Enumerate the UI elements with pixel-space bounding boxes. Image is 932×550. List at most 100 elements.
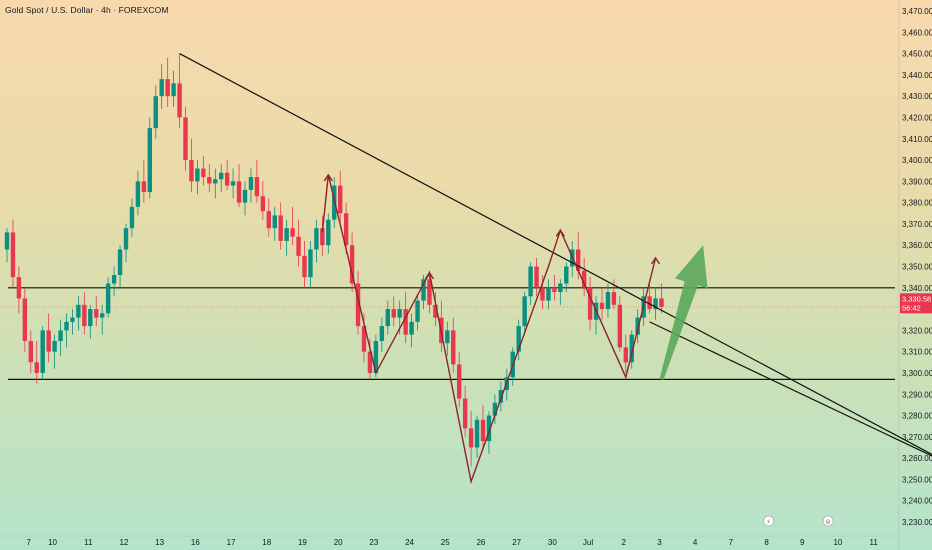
candle-body [421,279,426,301]
candle-body [468,428,474,448]
x-tick-label: 7 [729,538,734,547]
y-tick-label: 3,420.00 [902,113,932,122]
x-tick-label: 11 [84,538,93,547]
candle-body [82,304,87,327]
y-tick-label: 3,340.00 [902,284,932,293]
candle-body [16,277,22,299]
candle-body [111,275,117,284]
zigzag-arrowhead [555,229,565,237]
candle-body [320,228,325,246]
candle-body [135,181,141,207]
x-tick-label: 9 [800,538,805,547]
candle-body [76,304,81,318]
bullish-arrow [659,245,708,380]
candle-body [409,321,414,335]
x-tick-label: 3 [657,538,662,547]
candle-body [480,419,486,442]
candle-body [278,215,283,241]
candle-body [105,283,111,314]
x-tick-label: 7 [27,538,32,547]
candle-body [4,232,10,250]
flag-event-icon[interactable] [822,515,834,527]
candle-body [236,181,242,203]
candle-body [576,249,581,271]
candle-body [46,330,51,352]
candle-body [201,168,206,178]
candle-body [290,228,295,237]
candle-body [659,298,664,307]
y-tick-label: 3,280.00 [902,412,932,421]
candle-body [189,160,194,182]
candle-body [58,330,63,342]
candle-body [314,228,319,250]
candle-body [486,415,492,442]
candle-body [242,189,248,203]
candle-body [528,266,533,297]
candle-body [183,117,188,161]
candle-body [266,211,271,229]
candle-body [498,389,504,403]
candle-body [88,309,93,327]
candle-body [326,219,331,246]
zigzag-arrowhead [323,173,333,182]
x-tick-label: Jul [583,538,593,547]
x-tick-label: 24 [405,538,414,547]
x-tick-label: 10 [48,538,57,547]
candle-body [129,206,135,229]
candle-body [391,309,396,318]
candle-body [94,309,99,318]
candle-body [581,270,587,288]
y-tick-label: 3,300.00 [902,369,932,378]
x-tick-label: 13 [155,538,164,547]
x-tick-label: 23 [369,538,378,547]
candle-body [10,232,16,278]
candle-body [224,172,230,186]
candle-body [403,309,408,335]
candle-body [64,321,69,331]
x-tick-label: 26 [476,538,485,547]
y-tick-label: 3,460.00 [902,28,932,37]
candle-body [635,317,640,335]
y-tick-label: 3,270.00 [902,433,932,442]
candle-body [355,283,361,327]
candle-body [611,292,617,305]
candle-body [147,128,152,192]
candle-body [40,330,45,373]
x-tick-label: 17 [227,538,236,547]
candle-body [117,249,123,276]
candle-body [123,228,129,250]
y-tick-label: 3,430.00 [902,92,932,101]
candle-body [308,249,313,278]
candle-body [617,304,623,348]
candle-body [558,283,563,293]
x-tick-label: 16 [191,538,200,547]
candle-body [546,287,551,301]
candle-body [629,334,634,363]
y-tick-label: 3,390.00 [902,177,932,186]
candle-body [623,347,628,363]
flag-event-icon-glyph: ⊜ [825,519,831,526]
y-tick-label: 3,310.00 [902,348,932,357]
zigzag-arrowhead [424,271,435,280]
candle-body [260,196,266,212]
candle-body [367,351,373,373]
y-tick-label: 3,260.00 [902,454,932,463]
candle-body [462,398,468,429]
candle-body [373,341,379,373]
candle-body [552,287,557,293]
countdown-timer: 56:42 [902,303,921,312]
candle-body [540,287,545,301]
y-tick-label: 3,370.00 [902,220,932,229]
candle-body [653,298,658,310]
candle-body [230,181,236,186]
candle-body [457,364,462,399]
candle-body [433,304,438,318]
x-tick-label: 10 [833,538,842,547]
candle-body [492,402,498,416]
y-tick-label: 3,360.00 [902,241,932,250]
candle-body [385,309,390,327]
trend-line [649,321,932,457]
y-tick-label: 3,450.00 [902,50,932,59]
lightning-event-icon[interactable] [763,515,774,527]
